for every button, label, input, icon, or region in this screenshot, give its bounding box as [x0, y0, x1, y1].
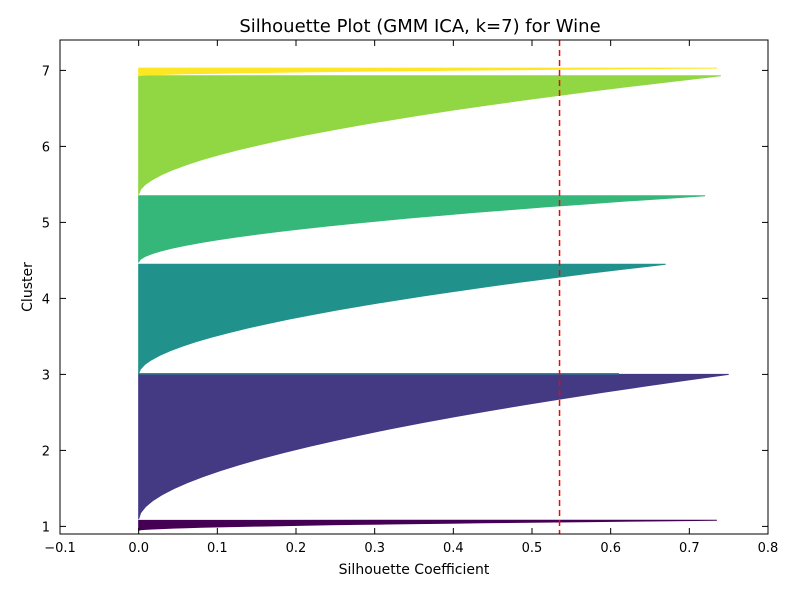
silhouette-cluster-3	[138, 373, 619, 375]
silhouette-cluster-4	[138, 263, 666, 376]
silhouette-cluster-5	[138, 195, 706, 263]
x-tick-label: 0.2	[286, 541, 307, 556]
y-tick-label: 6	[42, 140, 50, 155]
y-tick-label: 1	[42, 520, 50, 535]
silhouette-cluster-6	[138, 75, 721, 196]
silhouette-cluster-1	[138, 519, 717, 531]
y-tick-label: 5	[42, 216, 50, 231]
x-axis-ticks: −0.1 0.0 0.1 0.2 0.3 0.4 0.5 0.6 0.7 0.8	[44, 40, 778, 556]
x-tick-label: 0.0	[128, 541, 149, 556]
silhouette-clusters	[138, 67, 729, 531]
x-tick-label: 0.7	[679, 541, 700, 556]
x-tick-label: −0.1	[44, 541, 76, 556]
x-tick-label: 0.6	[600, 541, 621, 556]
y-axis-label: Cluster	[20, 262, 36, 312]
x-axis-label: Silhouette Coefficient	[339, 562, 490, 578]
plot-frame	[59, 39, 769, 535]
y-axis-ticks: 1 2 3 4 5 6 7	[42, 64, 768, 535]
x-tick-label: 0.5	[522, 541, 543, 556]
x-tick-label: 0.3	[364, 541, 385, 556]
y-tick-label: 4	[42, 292, 50, 307]
y-tick-label: 2	[42, 444, 50, 459]
chart-title: Silhouette Plot (GMM ICA, k=7) for Wine	[239, 16, 600, 37]
x-tick-label: 0.1	[207, 541, 228, 556]
silhouette-cluster-2	[138, 373, 729, 520]
silhouette-cluster-7	[138, 67, 717, 77]
x-tick-label: 0.8	[758, 541, 779, 556]
y-tick-label: 7	[42, 64, 50, 79]
x-tick-label: 0.4	[443, 541, 464, 556]
y-tick-label: 3	[42, 368, 50, 383]
